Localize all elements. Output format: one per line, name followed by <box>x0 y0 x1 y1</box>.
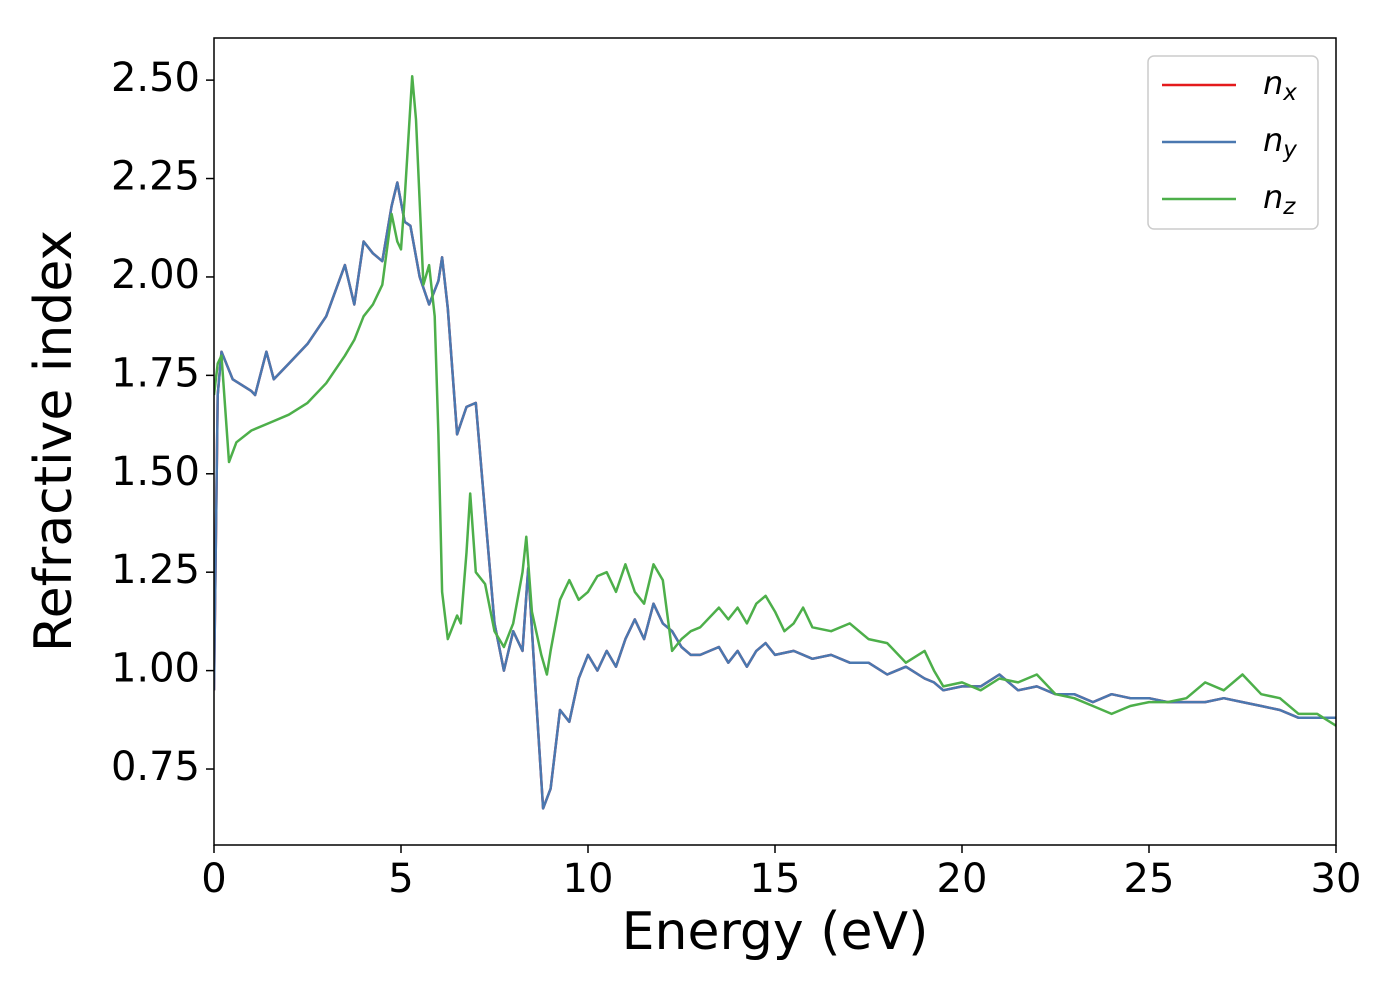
x-tick-label: 20 <box>937 856 988 902</box>
y-tick-label: 1.75 <box>111 350 200 396</box>
y-tick-label: 0.75 <box>111 744 200 790</box>
x-tick-label: 15 <box>750 856 801 902</box>
legend-label: ny <box>1263 121 1297 163</box>
y-tick-label: 1.00 <box>111 646 200 692</box>
y-tick-label: 2.25 <box>111 154 200 200</box>
x-tick-label: 30 <box>1311 856 1362 902</box>
x-tick-label: 25 <box>1124 856 1175 902</box>
legend-label: nx <box>1263 64 1297 106</box>
x-axis-label: Energy (eV) <box>622 902 929 962</box>
plot-frame <box>213 37 1337 846</box>
y-tick-label: 1.25 <box>111 547 200 593</box>
y-tick-label: 2.50 <box>111 55 200 101</box>
x-tick-label: 10 <box>563 856 614 902</box>
y-axis-label: Refractive index <box>24 230 84 652</box>
y-tick-label: 1.50 <box>111 449 200 495</box>
x-tick-label: 0 <box>201 856 226 902</box>
y-tick-label: 2.00 <box>111 252 200 298</box>
legend-label: nz <box>1263 178 1296 220</box>
series-line <box>214 74 1336 727</box>
x-tick-label: 5 <box>388 856 413 902</box>
